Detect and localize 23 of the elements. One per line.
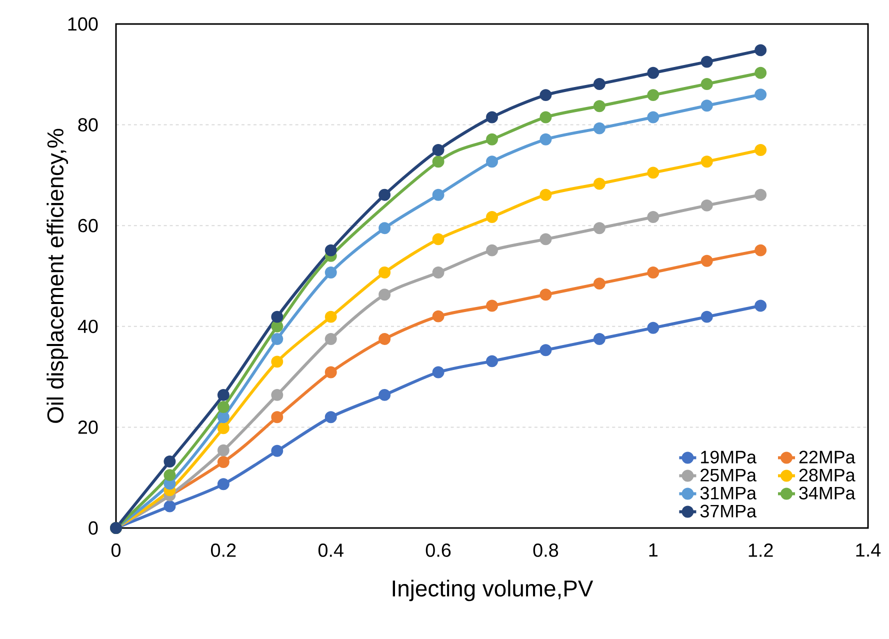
y-tick-label: 20: [78, 420, 98, 434]
y-tick-label: 100: [68, 17, 98, 31]
x-axis-title: Injecting volume,PV: [392, 580, 594, 602]
x-tick-label: 1.4: [856, 544, 881, 557]
legend-label: 28MPa: [799, 468, 856, 482]
y-tick-label: 0: [88, 521, 98, 535]
y-tick-label: 80: [78, 118, 98, 132]
x-tick-label: 0.8: [533, 544, 558, 557]
legend-label: 25MPa: [700, 468, 756, 482]
x-tick-label: 1: [649, 544, 658, 557]
x-tick-label: 0.2: [211, 544, 236, 557]
legend-label: 19MPa: [701, 450, 756, 464]
x-tick-label: 0.6: [426, 544, 451, 557]
legend-label: 37MPa: [700, 504, 756, 518]
y-axis-title: Oil displacement efficiency,%: [46, 128, 68, 423]
y-tick-label: 40: [78, 320, 98, 334]
x-tick-label: 0: [111, 544, 121, 557]
legend-label: 22MPa: [799, 450, 856, 464]
legend-label: 34MPa: [799, 486, 856, 500]
x-tick-label: 1.2: [748, 544, 773, 557]
legend-label: 31MPa: [700, 486, 756, 500]
x-tick-label: 0.4: [318, 544, 344, 557]
y-tick-label: 60: [78, 218, 98, 232]
